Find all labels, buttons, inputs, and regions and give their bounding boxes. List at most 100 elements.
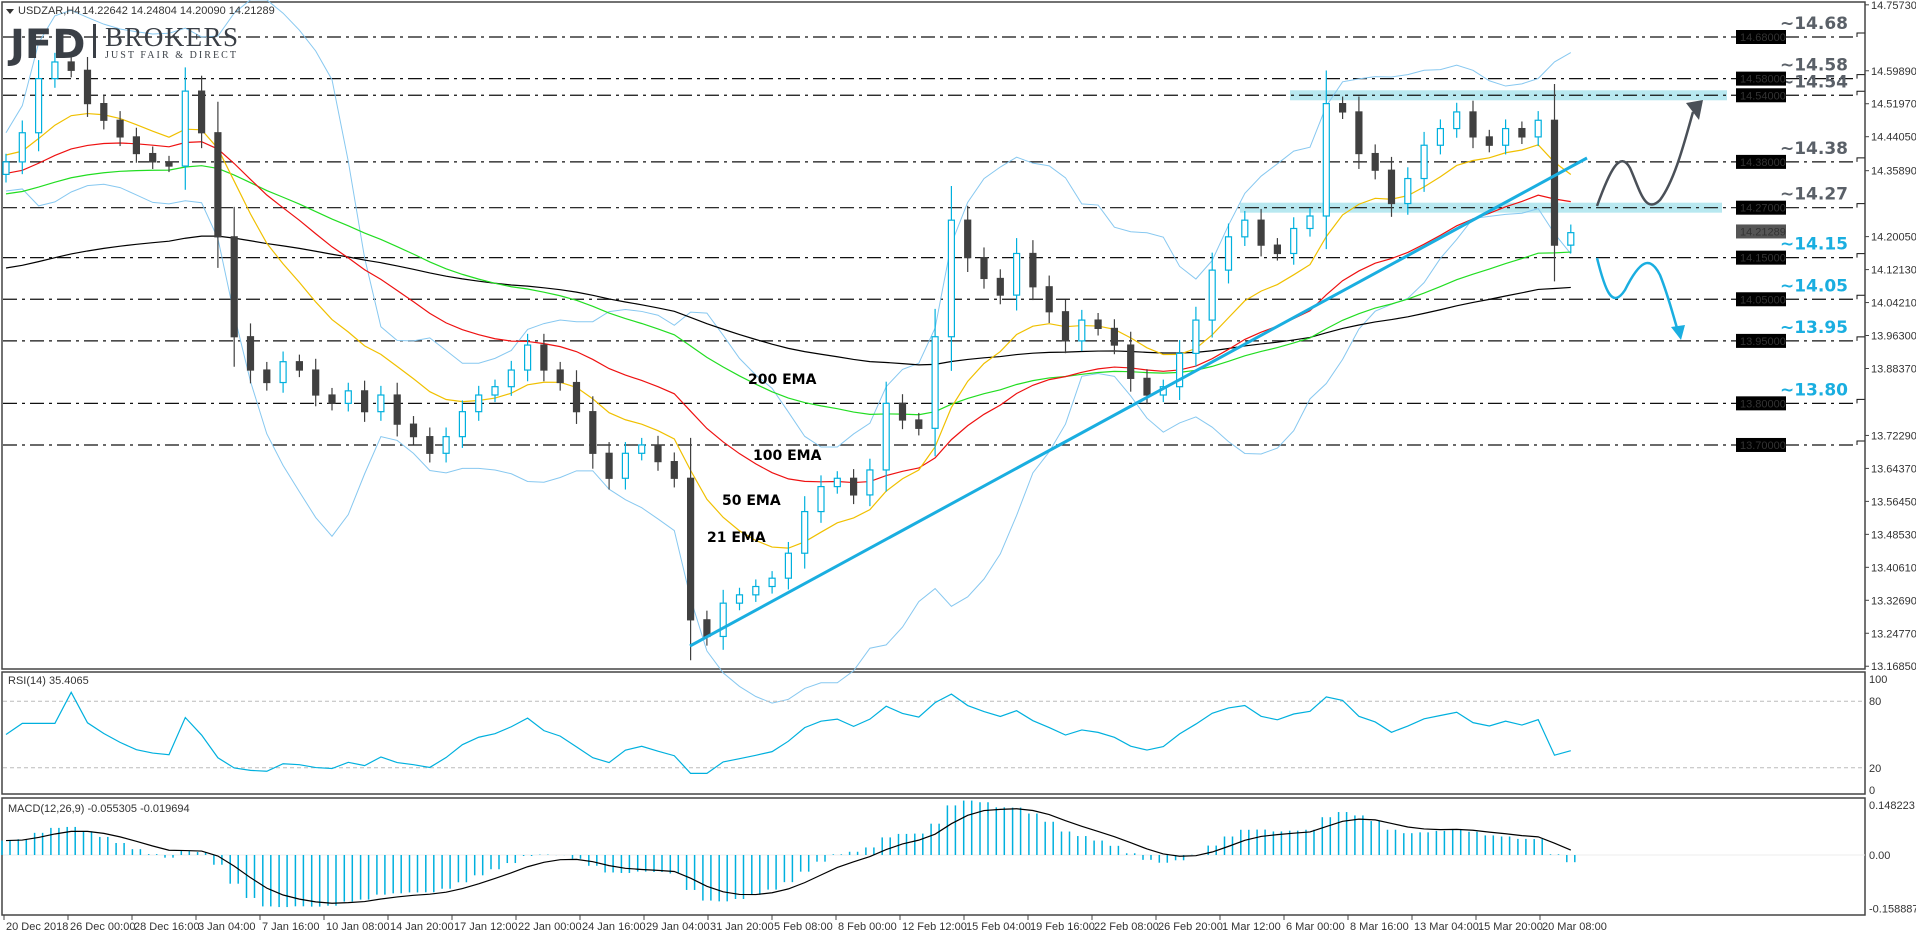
time-tick-label: 19 Feb 16:00 xyxy=(1030,921,1095,933)
level-price-label: 13.70000 xyxy=(1740,440,1786,452)
bearish-candle xyxy=(980,257,988,280)
bullish-candle xyxy=(1241,219,1249,238)
bearish-candle xyxy=(116,119,124,138)
bullish-candle xyxy=(1567,232,1575,246)
rsi-label: RSI(14) 35.4065 xyxy=(8,675,89,687)
price-tick-label: 13.96300 xyxy=(1871,330,1916,342)
bearish-scenario-path xyxy=(1595,257,1679,329)
bearish-candle xyxy=(572,381,581,413)
main-panel-frame xyxy=(1,1,1866,670)
bullish-candle xyxy=(801,510,809,554)
logo-divider xyxy=(93,24,96,58)
bullish-candle xyxy=(833,477,841,488)
macd-axis-label: 0.00 xyxy=(1869,850,1890,862)
level-price-label: 14.15000 xyxy=(1740,253,1786,265)
price-tick-label: 14.20050 xyxy=(1871,232,1916,244)
bearish-candle xyxy=(605,452,613,479)
bullish-candle xyxy=(638,444,646,454)
bearish-candle xyxy=(1273,244,1282,255)
bearish-candle xyxy=(1387,169,1396,205)
price-tick-label: 13.72290 xyxy=(1871,430,1916,442)
time-tick-label: 10 Jan 08:00 xyxy=(326,921,390,933)
price-axis: 14.75730 14.59890 14.51970 14.44050 14.35890… xyxy=(1736,0,1916,673)
bullish-candle xyxy=(1404,177,1412,205)
ema-label-200: 200 EMA xyxy=(748,372,817,388)
rsi-axis-label: 20 xyxy=(1869,763,1881,775)
bearish-candle xyxy=(230,236,238,338)
indicators-layer xyxy=(5,0,1572,704)
bullish-candle xyxy=(279,361,287,384)
level-price-box xyxy=(1736,30,1786,44)
current-price-label: 14.21289 xyxy=(1740,226,1786,238)
bullish-candle xyxy=(719,602,727,638)
bearish-candle xyxy=(1094,319,1102,330)
bullish-candle xyxy=(784,552,793,579)
bearish-arrow-head-icon xyxy=(1671,325,1685,340)
drawings-layer xyxy=(689,100,1703,648)
bullish-candle xyxy=(882,402,890,471)
bearish-candle xyxy=(1550,119,1559,246)
price-tick-label: 13.24770 xyxy=(1871,628,1916,640)
time-tick-label: 29 Jan 04:00 xyxy=(646,921,710,933)
bullish-candle xyxy=(34,78,43,134)
bearish-candle xyxy=(849,477,858,496)
bullish-arrow-head-icon xyxy=(1686,100,1703,120)
bearish-candle xyxy=(1338,103,1347,113)
level-label: ~13.80 xyxy=(1780,380,1848,400)
bullish-candle xyxy=(735,594,744,604)
rsi-line xyxy=(5,691,1571,774)
bullish-candle xyxy=(18,132,26,163)
bullish-candle xyxy=(475,394,483,413)
time-tick-label: 6 Mar 00:00 xyxy=(1286,921,1345,933)
bearish-candle xyxy=(915,419,923,429)
macd-axis-label: 0.148223 xyxy=(1869,800,1915,812)
bearish-candle xyxy=(964,219,972,259)
level-price-label: 14.54000 xyxy=(1740,90,1786,102)
bullish-candle xyxy=(1501,127,1510,146)
time-tick-label: 20 Dec 2018 xyxy=(6,921,68,933)
time-tick-label: 20 Mar 08:00 xyxy=(1542,921,1607,933)
level-marker xyxy=(1856,253,1865,258)
price-tick-label: 13.64370 xyxy=(1871,463,1916,475)
bullish-candle xyxy=(2,161,10,175)
bullish-candle xyxy=(377,394,385,413)
current-price-box xyxy=(1736,224,1786,239)
logo-jfd: JFD xyxy=(7,22,85,68)
level-label: ~14.54 xyxy=(1780,72,1848,92)
bullish-candle xyxy=(947,219,956,338)
bullish-candle xyxy=(1534,119,1542,138)
level-price-box xyxy=(1736,292,1786,307)
time-tick-label: 5 Feb 08:00 xyxy=(774,921,833,933)
bullish-candle xyxy=(442,436,450,454)
bearish-candle xyxy=(295,361,303,371)
level-price-label: 14.38000 xyxy=(1740,157,1786,169)
time-tick-label: 15 Mar 20:00 xyxy=(1478,921,1543,933)
level-price-box xyxy=(1736,333,1786,348)
bearish-candle xyxy=(1469,111,1477,138)
time-tick-label: 8 Mar 16:00 xyxy=(1350,921,1409,933)
level-label: ~14.27 xyxy=(1780,185,1848,205)
level-marker xyxy=(1856,90,1865,96)
level-marker xyxy=(1856,32,1865,37)
level-label: ~14.58 xyxy=(1780,56,1848,76)
macd-signal-line xyxy=(5,808,1572,904)
price-tick-label: 14.35890 xyxy=(1871,166,1916,178)
bearish-candle xyxy=(1045,286,1053,313)
bullish-candle xyxy=(458,411,466,438)
time-tick-label: 12 Feb 12:00 xyxy=(902,921,967,933)
bullish-candle xyxy=(1306,215,1314,230)
level-price-label: 14.05000 xyxy=(1740,294,1786,306)
price-tick-label: 13.16850 xyxy=(1871,661,1916,673)
level-label: ~14.38 xyxy=(1780,139,1848,159)
bearish-candle xyxy=(361,390,369,413)
price-tick-label: 14.12130 xyxy=(1871,265,1916,277)
bullish-candle xyxy=(931,336,939,429)
level-price-box xyxy=(1736,200,1786,215)
bearish-candle xyxy=(1485,136,1493,146)
bearish-candle xyxy=(654,444,662,463)
bearish-candle xyxy=(214,132,222,238)
bearish-candle xyxy=(1061,311,1070,342)
collapse-triangle-icon[interactable] xyxy=(6,9,14,14)
bearish-candle xyxy=(263,369,271,384)
